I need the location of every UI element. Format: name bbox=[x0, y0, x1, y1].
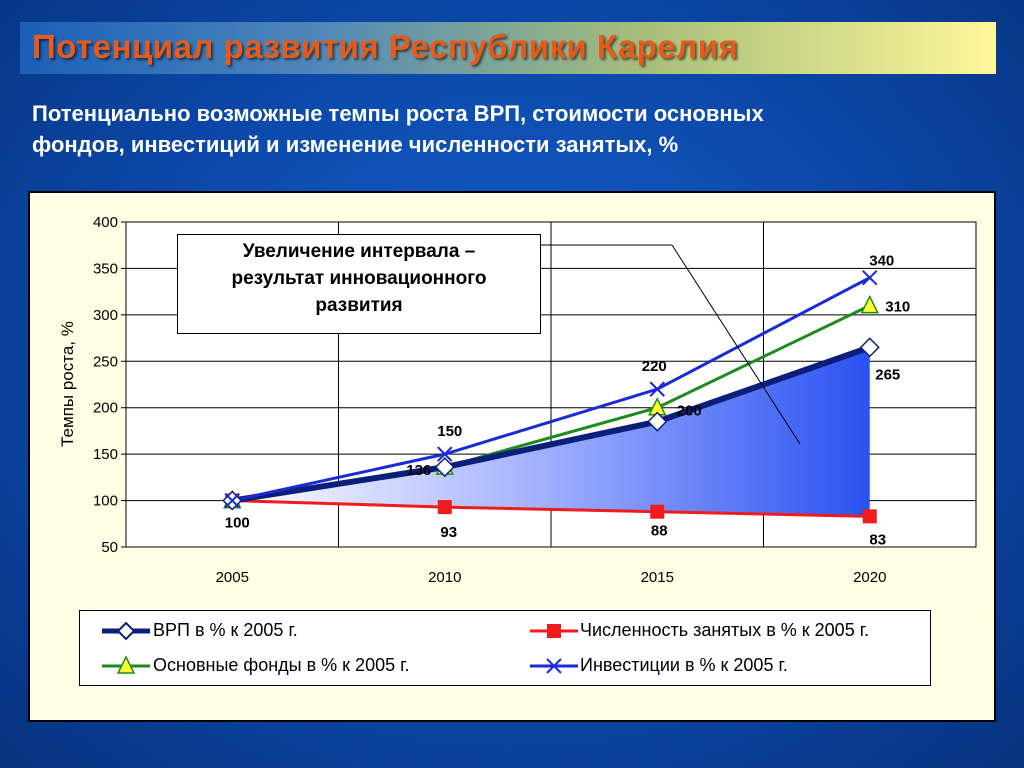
legend-entry-investment: Инвестиции в % к 2005 г. bbox=[580, 655, 788, 675]
series-line-0 bbox=[231, 344, 871, 504]
data-label: 220 bbox=[642, 358, 667, 375]
data-label: 310 bbox=[885, 299, 910, 316]
title-bar: Потенциал развития Республики Карелия bbox=[20, 22, 996, 74]
data-label: 200 bbox=[677, 403, 702, 420]
series-line-1 bbox=[232, 499, 870, 518]
annotation-line-3: развития bbox=[315, 295, 403, 316]
data-labels: 265 100 93 88 83 136 200 310 150 220 340 bbox=[225, 253, 911, 549]
page-title: Потенциал развития Республики Карелия bbox=[32, 28, 739, 65]
legend-markers bbox=[102, 621, 578, 674]
data-label: 150 bbox=[437, 423, 462, 440]
point-vrp bbox=[647, 411, 668, 432]
y-tick-label: 350 bbox=[93, 260, 118, 277]
legend: ВРП в % к 2005 г. Численность занятых в … bbox=[79, 610, 931, 686]
point-employment bbox=[862, 509, 877, 524]
subtitle-line-2: фондов, инвестиций и изменение численнос… bbox=[32, 132, 679, 157]
y-tick-label: 250 bbox=[93, 353, 118, 370]
point-investment bbox=[224, 492, 240, 509]
y-tick-label: 200 bbox=[93, 400, 118, 417]
y-tick-label: 400 bbox=[93, 214, 118, 231]
point-employment bbox=[437, 500, 452, 515]
x-tick-label: 2020 bbox=[853, 569, 886, 586]
point-investment bbox=[437, 446, 453, 462]
point-vrp bbox=[434, 457, 455, 478]
legend-diamond-icon bbox=[116, 621, 136, 641]
interval-fill bbox=[232, 347, 870, 517]
series-line-3 bbox=[231, 276, 871, 503]
y-tick-label: 100 bbox=[93, 493, 118, 510]
y-tick-label: 50 bbox=[101, 539, 118, 556]
point-investment bbox=[862, 270, 878, 286]
data-label: 93 bbox=[440, 524, 457, 541]
x-tick-label: 2015 bbox=[641, 569, 674, 586]
annotation-line-1: Увеличение интервала – bbox=[242, 241, 476, 262]
point-vrp bbox=[859, 337, 880, 358]
y-tick-label: 300 bbox=[93, 307, 118, 324]
data-label: 265 bbox=[875, 366, 900, 383]
series-group bbox=[222, 270, 880, 524]
point-fixed-assets bbox=[860, 294, 879, 314]
legend-entry-fixed-assets: Основные фонды в % к 2005 г. bbox=[153, 655, 410, 675]
page-subtitle: Потенциально возможные темпы роста ВРП, … bbox=[32, 98, 952, 160]
legend-entry-employment: Численность занятых в % к 2005 г. bbox=[580, 620, 870, 640]
y-tick-label: 150 bbox=[93, 446, 118, 463]
subtitle-line-1: Потенциально возможные темпы роста ВРП, … bbox=[32, 101, 764, 126]
legend-entry-vrp: ВРП в % к 2005 г. bbox=[153, 620, 298, 640]
annotation-box: Увеличение интервала – результат инновац… bbox=[177, 234, 541, 334]
x-tick-label: 2010 bbox=[428, 569, 461, 586]
annotation-pointer bbox=[671, 244, 801, 445]
legend-square-icon bbox=[547, 624, 561, 638]
legend-triangle-icon bbox=[116, 655, 136, 674]
point-investment bbox=[649, 381, 665, 397]
data-label: 83 bbox=[869, 531, 886, 548]
data-label: 88 bbox=[651, 523, 668, 540]
y-axis-label: Темпы роста, % bbox=[58, 321, 77, 447]
annotation-line-2: результат инновационного bbox=[231, 268, 487, 289]
interval-area bbox=[232, 347, 870, 517]
axes: 50 100 150 200 250 300 350 400 2005 2010 2015 2020 bbox=[93, 214, 886, 586]
point-employment bbox=[650, 504, 665, 519]
x-tick-label: 2005 bbox=[216, 569, 249, 586]
legend-x-icon bbox=[546, 658, 562, 674]
data-label: 340 bbox=[869, 253, 894, 270]
data-label: 136 bbox=[406, 462, 431, 479]
data-label: 100 bbox=[225, 515, 250, 532]
